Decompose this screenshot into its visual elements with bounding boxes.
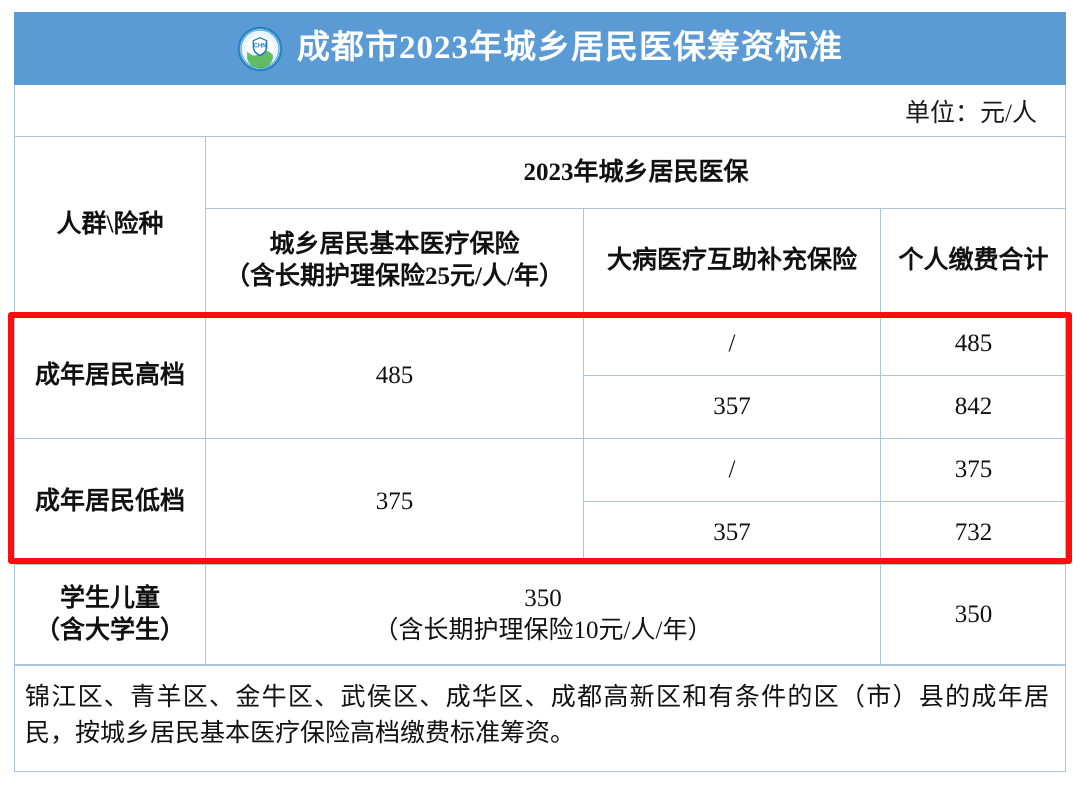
table-cell-adult-low-basic: 375 (206, 439, 584, 565)
column-header-personal-total: 个人缴费合计 (881, 209, 1066, 313)
table-cell-adult-high-major-illness-357: 357 (584, 376, 881, 439)
table-cell-adult-high-total-485: 485 (881, 313, 1066, 376)
table-row-label-adult-high: 成年居民高档 (15, 313, 206, 439)
table-group-header: 2023年城乡居民医保 (206, 137, 1066, 209)
column-header-major-illness: 大病医疗互助补充保险 (584, 209, 881, 313)
title-banner: CHN 成都市2023年城乡居民医保筹资标准 (14, 12, 1066, 85)
unit-note: 单位：元/人 (905, 99, 1037, 127)
table-cell-adult-low-total-375: 375 (881, 439, 1066, 502)
column-header-basic-insurance: 城乡居民基本医疗保险 （含长期护理保险25元/人/年） (206, 209, 584, 313)
unit-row: 单位：元/人 (14, 85, 1066, 137)
page-title: 成都市2023年城乡居民医保筹资标准 (297, 30, 843, 66)
table-cell-adult-low-major-illness-none: / (584, 439, 881, 502)
table-cell-students-total: 350 (954, 601, 993, 628)
footnote-text: 锦江区、青羊区、金牛区、武侯区、成华区、成都高新区和有条件的区（市）县的成年居民… (25, 684, 1049, 748)
table-cell-students-basic: 350 （含长期护理保险10元/人/年） (206, 565, 881, 665)
table-corner-header: 人群\险种 (15, 137, 206, 313)
footnote-section: 锦江区、青羊区、金牛区、武侯区、成华区、成都高新区和有条件的区（市）县的成年居民… (14, 665, 1066, 772)
table-cell-adult-low-total-732: 732 (881, 502, 1066, 565)
table-cell-adult-low-major-illness-357: 357 (584, 502, 881, 565)
table-row-label-adult-low: 成年居民低档 (15, 439, 206, 565)
table-cell-adult-high-major-illness-none: / (584, 313, 881, 376)
table-cell-adult-high-basic: 485 (206, 313, 584, 439)
svg-text:CHN: CHN (254, 43, 267, 49)
funding-standard-table: 人群\险种 2023年城乡居民医保 城乡居民基本医疗保险 （含长期护理保险25元… (14, 137, 1066, 665)
table-cell-adult-high-total-842: 842 (881, 376, 1066, 439)
chengdu-medical-insurance-emblem-icon: CHN (237, 26, 283, 71)
table-row-label-students: 学生儿童 （含大学生） (15, 565, 206, 665)
